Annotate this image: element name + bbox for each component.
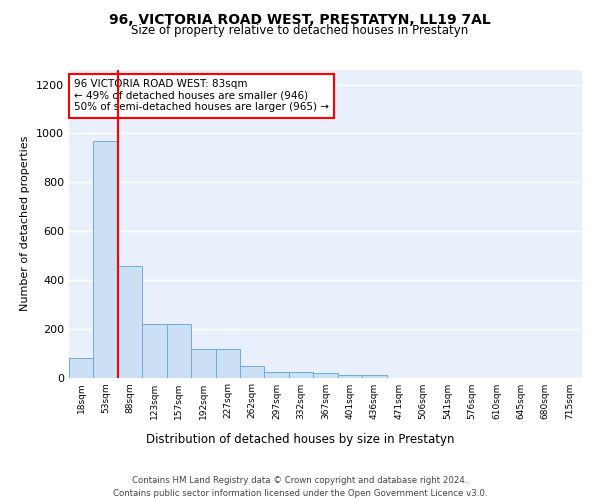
Bar <box>289 372 313 378</box>
Bar <box>142 324 167 378</box>
Text: 96 VICTORIA ROAD WEST: 83sqm
← 49% of detached houses are smaller (946)
50% of s: 96 VICTORIA ROAD WEST: 83sqm ← 49% of de… <box>74 79 329 112</box>
Bar <box>240 366 265 378</box>
Bar <box>118 266 142 378</box>
Bar <box>362 375 386 378</box>
Bar <box>69 358 94 378</box>
Text: Size of property relative to detached houses in Prestatyn: Size of property relative to detached ho… <box>131 24 469 37</box>
Bar <box>191 350 215 378</box>
Bar <box>338 375 362 378</box>
Text: 96, VICTORIA ROAD WEST, PRESTATYN, LL19 7AL: 96, VICTORIA ROAD WEST, PRESTATYN, LL19 … <box>109 12 491 26</box>
Bar <box>265 372 289 378</box>
Bar <box>313 373 338 378</box>
Bar <box>94 141 118 378</box>
Text: Distribution of detached houses by size in Prestatyn: Distribution of detached houses by size … <box>146 432 454 446</box>
Bar <box>167 324 191 378</box>
Text: Contains HM Land Registry data © Crown copyright and database right 2024.: Contains HM Land Registry data © Crown c… <box>132 476 468 485</box>
Y-axis label: Number of detached properties: Number of detached properties <box>20 136 31 312</box>
Text: Contains public sector information licensed under the Open Government Licence v3: Contains public sector information licen… <box>113 489 487 498</box>
Bar <box>215 350 240 378</box>
